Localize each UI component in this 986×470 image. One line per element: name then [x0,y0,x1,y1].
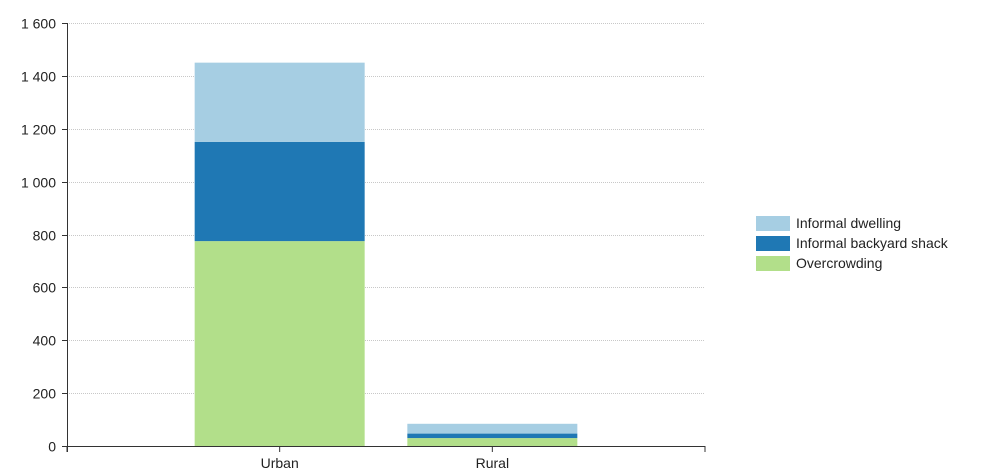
legend-item-informal-dwelling: Informal dwelling [756,215,948,232]
y-tick-label: 1 600 [21,16,56,32]
x-axis-ticks: Urban Rural [261,446,509,470]
bar-segment-informal-backyard-shack [407,433,578,439]
bar-segment-overcrowding [407,438,578,446]
y-tick-label: 400 [33,333,57,349]
y-tick-label: 1 200 [21,122,56,138]
bar-segment-informal-backyard-shack [194,141,365,242]
legend-item-overcrowding: Overcrowding [756,255,948,272]
y-tick-label: 1 400 [21,69,56,85]
y-tick-label: 1 000 [21,175,56,191]
x-tick-label: Urban [261,455,299,470]
legend-label: Informal backyard shack [796,235,948,251]
y-tick-label: 0 [48,439,56,455]
axes [66,23,706,452]
bars [194,62,578,446]
bar-segment-informal-dwelling [407,423,578,434]
legend-swatch-overcrowding [756,256,790,271]
legend: Informal dwelling Informal backyard shac… [756,215,948,275]
legend-label: Informal dwelling [796,215,902,231]
y-tick-label: 600 [33,280,57,296]
y-tick-label: 800 [33,228,57,244]
gridlines [67,23,705,394]
y-axis-ticks: 0 200 400 600 800 1 000 1 200 1 400 1 600 [21,16,67,455]
legend-item-informal-backyard-shack: Informal backyard shack [756,235,948,252]
bar-segment-overcrowding [194,241,365,446]
legend-swatch-informal-dwelling [756,216,790,231]
x-tick-label: Rural [476,455,509,470]
legend-label: Overcrowding [796,255,883,271]
bar-segment-informal-dwelling [194,62,365,142]
legend-swatch-informal-backyard-shack [756,236,790,251]
y-tick-label: 200 [33,386,57,402]
